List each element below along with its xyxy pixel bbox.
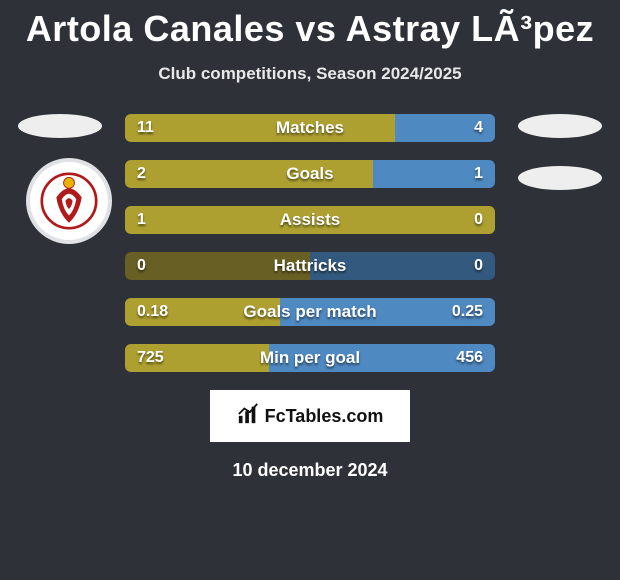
player-left-placeholder-icon <box>18 114 102 138</box>
page-title: Artola Canales vs Astray LÃ³pez <box>0 0 620 50</box>
stat-bars: 114Matches 21Goals 10Assists 00Hattricks 0.1… <box>125 114 495 372</box>
stat-bar-row: 0.180.25Goals per match <box>125 298 495 326</box>
stat-label: Assists <box>125 206 495 234</box>
brand-box: FcTables.com <box>210 390 410 442</box>
stat-label: Goals per match <box>125 298 495 326</box>
brand-chart-icon <box>237 403 259 430</box>
brand-text: FcTables.com <box>265 406 384 427</box>
stat-label: Hattricks <box>125 252 495 280</box>
subtitle: Club competitions, Season 2024/2025 <box>0 64 620 84</box>
date-text: 10 december 2024 <box>0 460 620 481</box>
stat-bar-row: 00Hattricks <box>125 252 495 280</box>
stat-label: Goals <box>125 160 495 188</box>
stat-bar-row: 114Matches <box>125 114 495 142</box>
player-right-placeholder-icon <box>518 114 602 138</box>
stat-label: Min per goal <box>125 344 495 372</box>
stat-label: Matches <box>125 114 495 142</box>
stat-bar-row: 10Assists <box>125 206 495 234</box>
club-right-placeholder-icon <box>518 166 602 190</box>
stat-bar-row: 21Goals <box>125 160 495 188</box>
club-left-badge-icon <box>26 158 112 244</box>
comparison-block: 114Matches 21Goals 10Assists 00Hattricks 0.1… <box>0 114 620 372</box>
stat-bar-row: 725456Min per goal <box>125 344 495 372</box>
